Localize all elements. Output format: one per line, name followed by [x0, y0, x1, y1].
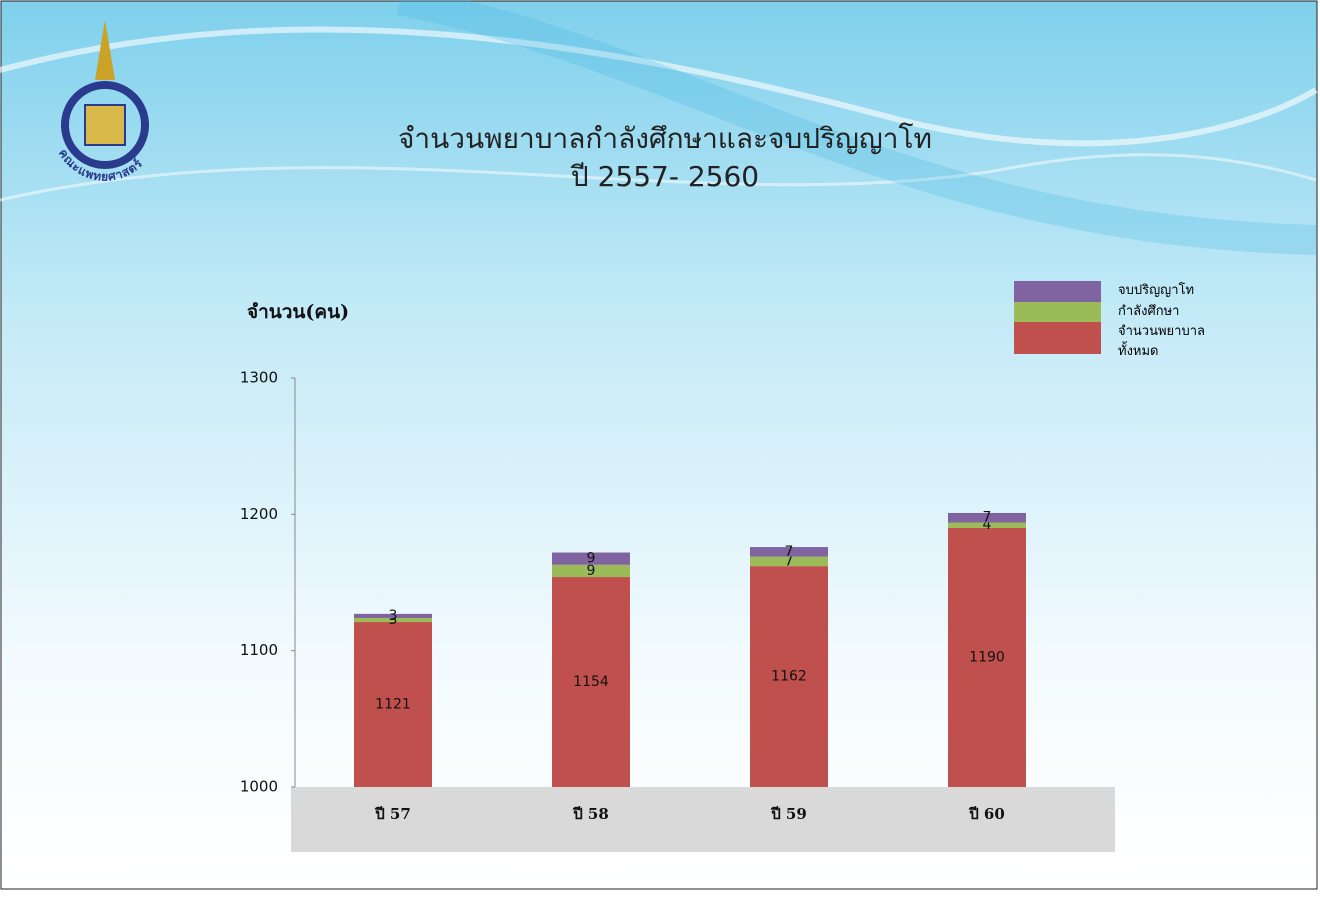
- bar-segment: [948, 522, 1026, 528]
- data-label: 9: [587, 563, 596, 579]
- legend-label: จบปริญญาโท: [1118, 283, 1195, 298]
- bar-segment: [948, 527, 1026, 787]
- data-label: 3: [389, 612, 398, 628]
- wave: [0, 153, 1317, 202]
- x-tick-label: ปี 59: [770, 805, 807, 823]
- legend-entry: กำลังศึกษา: [1014, 302, 1248, 322]
- wave: [397, 0, 1317, 255]
- data-label: 3: [389, 608, 398, 624]
- y-tick-label: 1300: [240, 369, 278, 387]
- legend-label: กำลังศึกษา: [1118, 304, 1180, 319]
- data-label: 9: [587, 551, 596, 567]
- data-label: 1162: [771, 669, 807, 685]
- logo-seal: [84, 104, 126, 146]
- y-tick-label: 1200: [240, 505, 278, 523]
- bar-segment: [354, 613, 432, 618]
- y-tick-label: 1100: [240, 641, 278, 659]
- data-label: 7: [785, 544, 794, 560]
- bar-segment: [552, 564, 630, 578]
- data-label: 1190: [969, 649, 1005, 665]
- bar-segment: [552, 577, 630, 787]
- bar-segment: [552, 552, 630, 565]
- category-axis-band: [291, 787, 1115, 852]
- legend-label: จำนวนพยาบาล ทั้งหมด: [1118, 324, 1205, 359]
- data-label: 1154: [573, 674, 609, 690]
- wave: [0, 26, 1318, 147]
- legend-entry: จำนวนพยาบาล ทั้งหมด: [1014, 322, 1248, 362]
- slide-background: [0, 0, 1318, 890]
- chart-subtitle: ปี 2557- 2560: [570, 160, 759, 193]
- bar-segment: [948, 512, 1026, 523]
- data-label: 7: [785, 553, 794, 569]
- legend-swatch: [1014, 281, 1101, 302]
- bar-segment: [750, 547, 828, 557]
- data-label: 7: [983, 510, 992, 526]
- logo-ring: [61, 81, 149, 169]
- legend-entry: จบปริญญาโท: [1014, 281, 1248, 302]
- bar-segment: [354, 622, 432, 787]
- legend-swatch: [1014, 302, 1101, 322]
- legend: จบปริญญาโทกำลังศึกษาจำนวนพยาบาล ทั้งหมด: [1014, 281, 1248, 362]
- chart-title: จำนวนพยาบาลกำลังศึกษาและจบปริญญาโท: [398, 122, 932, 155]
- bar-segment: [354, 617, 432, 623]
- data-label: 4: [983, 517, 992, 533]
- x-tick-label: ปี 58: [572, 805, 609, 823]
- y-tick-label: 1000: [240, 778, 278, 796]
- legend-swatch: [1014, 322, 1101, 354]
- y-axis-label: จำนวน(คน): [247, 301, 349, 323]
- logo-crown: [95, 20, 115, 80]
- x-tick-label: ปี 57: [374, 805, 411, 823]
- bar-segment: [750, 556, 828, 567]
- x-tick-label: ปี 60: [968, 805, 1005, 823]
- data-label: 1121: [375, 697, 411, 713]
- bar-segment: [750, 566, 828, 787]
